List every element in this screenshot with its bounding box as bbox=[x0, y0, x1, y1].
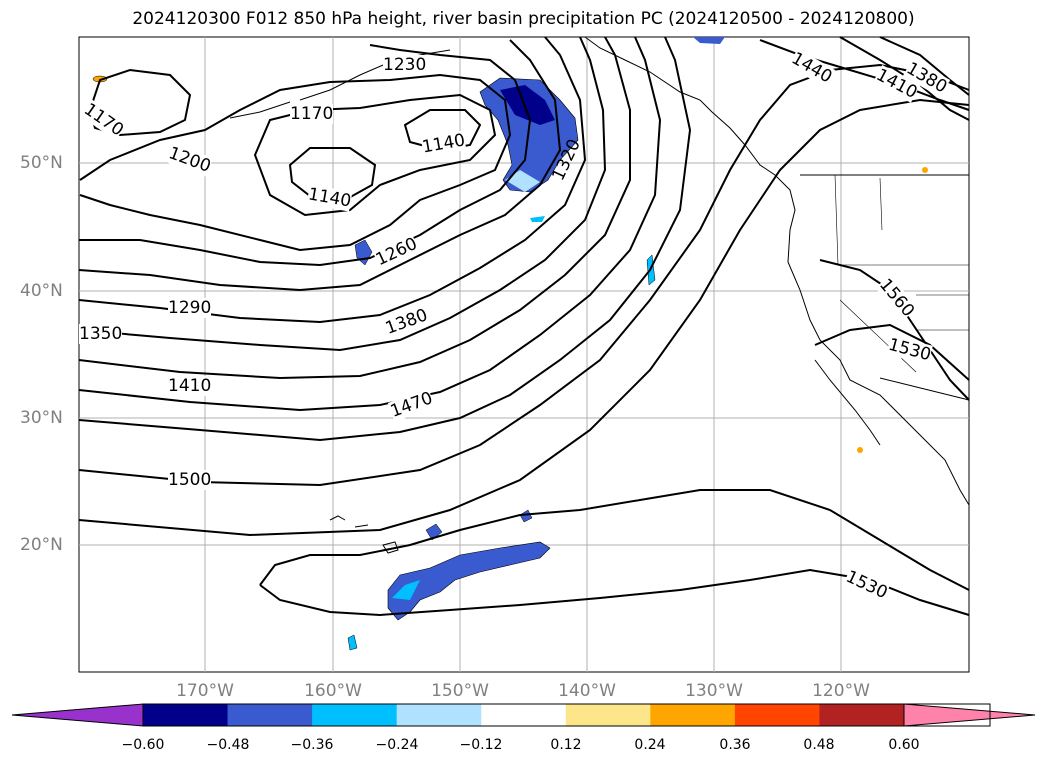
latitude-label: 50°N bbox=[20, 153, 63, 173]
contour-1350 bbox=[78, 36, 631, 380]
colorbar-segment bbox=[481, 704, 567, 726]
colorbar bbox=[11, 703, 1036, 727]
coast-north-america bbox=[584, 36, 970, 506]
colorbar-tick-label: −0.48 bbox=[206, 737, 250, 753]
colorbar-extend-high bbox=[903, 703, 1036, 727]
precip-small-5 bbox=[347, 634, 358, 651]
colorbar-segment bbox=[650, 704, 736, 726]
map-panel bbox=[78, 36, 970, 673]
colorbar-tick-label: 0.48 bbox=[803, 737, 835, 753]
contour-label: 1350 bbox=[79, 324, 123, 344]
coast-baja bbox=[814, 359, 881, 446]
colorbar-segment bbox=[143, 704, 229, 726]
colorbar-segment bbox=[734, 704, 820, 726]
latitude-label: 30°N bbox=[20, 408, 63, 428]
colorbar-segment bbox=[227, 704, 313, 726]
longitude-label: 150°W bbox=[431, 681, 489, 701]
contour-label: 1290 bbox=[168, 298, 212, 318]
contour-label: 1500 bbox=[168, 470, 212, 490]
state-borders bbox=[834, 174, 969, 373]
border-us-mexico bbox=[879, 377, 970, 401]
precip-gulf-edge bbox=[505, 170, 540, 192]
colorbar-segments bbox=[11, 703, 1036, 727]
colorbar-tick-label: −0.12 bbox=[459, 737, 503, 753]
coast-alaska-peninsula-2 bbox=[229, 101, 291, 119]
latitude-label: 20°N bbox=[20, 535, 63, 555]
contour-1530-south bbox=[259, 489, 970, 591]
precip-south-edge bbox=[392, 580, 420, 600]
colorbar-tick-label: 0.60 bbox=[888, 737, 920, 753]
coast-alaska-peninsula bbox=[299, 49, 451, 101]
precip-small-6 bbox=[530, 216, 545, 222]
contour-1530-east bbox=[814, 323, 970, 381]
contour-1560 bbox=[819, 259, 970, 401]
contour-1290 bbox=[78, 36, 587, 324]
contour-1410 bbox=[78, 36, 692, 442]
colorbar-segment bbox=[565, 704, 651, 726]
colorbar-segment bbox=[819, 704, 905, 726]
colorbar-extend-low bbox=[11, 703, 144, 727]
precip-small-7 bbox=[693, 37, 725, 44]
contour-label: 1230 bbox=[383, 55, 427, 75]
contour-1500 bbox=[78, 98, 970, 537]
colorbar-segment bbox=[312, 704, 398, 726]
coastlines bbox=[229, 36, 970, 554]
colorbar-segment bbox=[396, 704, 482, 726]
longitude-label: 140°W bbox=[558, 681, 616, 701]
colorbar-tick-label: −0.36 bbox=[290, 737, 334, 753]
contour-1200 bbox=[79, 73, 512, 252]
precip-small-10 bbox=[922, 167, 928, 173]
longitude-label: 170°W bbox=[176, 681, 234, 701]
contour-1230 bbox=[79, 44, 532, 267]
longitude-label: 120°W bbox=[812, 681, 870, 701]
precip-small-3 bbox=[519, 509, 533, 523]
longitude-label: 160°W bbox=[304, 681, 362, 701]
colorbar-tick-label: 0.24 bbox=[634, 737, 666, 753]
contour-label: 1410 bbox=[168, 376, 212, 396]
contour-label: 1170 bbox=[290, 104, 334, 124]
contour-1380 bbox=[78, 36, 662, 412]
precip-south bbox=[387, 541, 551, 621]
contour-1260 bbox=[78, 39, 562, 292]
contour-1320 bbox=[78, 36, 607, 352]
colorbar-tick-label: −0.60 bbox=[121, 737, 165, 753]
precip-gulf-core bbox=[500, 85, 555, 125]
contour-1140-a bbox=[288, 147, 377, 202]
colorbar-tick-label: −0.24 bbox=[375, 737, 419, 753]
contour-1380-top bbox=[879, 36, 970, 96]
map-title: 2024120300 F012 850 hPa height, river ba… bbox=[132, 9, 915, 29]
precip-small-2 bbox=[425, 523, 443, 541]
longitude-label: 130°W bbox=[685, 681, 743, 701]
precip-small-9 bbox=[857, 447, 863, 453]
contour-1470 bbox=[78, 63, 970, 487]
contour-1140-b bbox=[403, 109, 482, 152]
latitude-label: 40°N bbox=[20, 281, 63, 301]
colorbar-tick-label: 0.36 bbox=[719, 737, 751, 753]
colorbar-tick-label: 0.12 bbox=[550, 737, 582, 753]
